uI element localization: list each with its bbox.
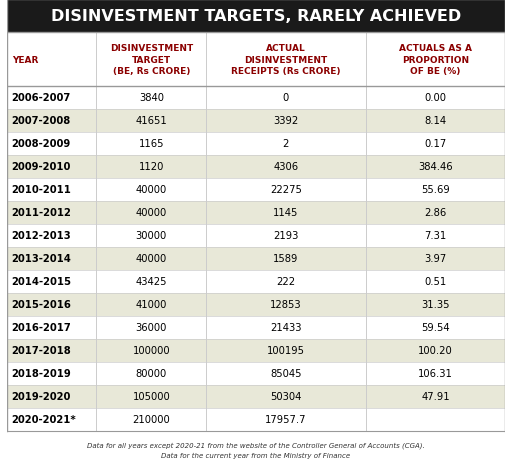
Text: 3392: 3392 <box>273 116 298 126</box>
Text: 1120: 1120 <box>139 162 164 172</box>
Text: 1145: 1145 <box>273 208 298 218</box>
Text: 7.31: 7.31 <box>424 231 446 241</box>
Text: 2012-2013: 2012-2013 <box>12 231 71 241</box>
FancyBboxPatch shape <box>7 110 505 132</box>
Text: 2019-2020: 2019-2020 <box>12 391 71 401</box>
Text: 106.31: 106.31 <box>418 368 453 378</box>
FancyBboxPatch shape <box>7 316 505 339</box>
Text: ACTUAL
DISINVESTMENT
RECEIPTS (Rs CRORE): ACTUAL DISINVESTMENT RECEIPTS (Rs CRORE) <box>231 44 340 75</box>
Text: 3.97: 3.97 <box>424 254 446 263</box>
Text: 2010-2011: 2010-2011 <box>12 185 72 195</box>
Text: 12853: 12853 <box>270 300 302 309</box>
Text: 210000: 210000 <box>133 414 170 424</box>
Text: 222: 222 <box>276 276 295 287</box>
Text: 100195: 100195 <box>267 345 305 355</box>
Text: 2007-2008: 2007-2008 <box>12 116 71 126</box>
Text: 41651: 41651 <box>136 116 167 126</box>
Text: Data for all years except 2020-21 from the website of the Controller General of : Data for all years except 2020-21 from t… <box>87 441 425 448</box>
FancyBboxPatch shape <box>7 87 505 110</box>
Text: 4306: 4306 <box>273 162 298 172</box>
Text: 1589: 1589 <box>273 254 298 263</box>
Text: Data for the current year from the Ministry of Finance: Data for the current year from the Minis… <box>161 451 351 458</box>
FancyBboxPatch shape <box>7 33 505 87</box>
Text: 2193: 2193 <box>273 231 298 241</box>
FancyBboxPatch shape <box>7 201 505 224</box>
FancyBboxPatch shape <box>7 362 505 385</box>
Text: 3840: 3840 <box>139 93 164 103</box>
FancyBboxPatch shape <box>7 224 505 247</box>
Text: 31.35: 31.35 <box>421 300 450 309</box>
FancyBboxPatch shape <box>7 293 505 316</box>
Text: 40000: 40000 <box>136 254 167 263</box>
Text: 80000: 80000 <box>136 368 167 378</box>
Text: DISINVESTMENT
TARGET
(BE, Rs CRORE): DISINVESTMENT TARGET (BE, Rs CRORE) <box>110 44 193 75</box>
Text: 2020-2021*: 2020-2021* <box>12 414 76 424</box>
Text: 2009-2010: 2009-2010 <box>12 162 71 172</box>
FancyBboxPatch shape <box>7 0 505 33</box>
Text: 43425: 43425 <box>136 276 167 287</box>
Text: 100000: 100000 <box>133 345 170 355</box>
Text: 8.14: 8.14 <box>424 116 446 126</box>
Text: 22275: 22275 <box>270 185 302 195</box>
Text: 41000: 41000 <box>136 300 167 309</box>
FancyBboxPatch shape <box>7 156 505 178</box>
Text: 2008-2009: 2008-2009 <box>12 139 71 149</box>
Text: 47.91: 47.91 <box>421 391 450 401</box>
FancyBboxPatch shape <box>7 178 505 201</box>
Text: 2016-2017: 2016-2017 <box>12 322 72 332</box>
Text: 0.17: 0.17 <box>424 139 446 149</box>
Text: 40000: 40000 <box>136 185 167 195</box>
Text: 2011-2012: 2011-2012 <box>12 208 72 218</box>
Text: YEAR: YEAR <box>12 56 38 64</box>
Text: 40000: 40000 <box>136 208 167 218</box>
Text: 2.86: 2.86 <box>424 208 446 218</box>
Text: 2018-2019: 2018-2019 <box>12 368 72 378</box>
Text: 2006-2007: 2006-2007 <box>12 93 71 103</box>
Text: 21433: 21433 <box>270 322 302 332</box>
Text: 36000: 36000 <box>136 322 167 332</box>
Text: 100.20: 100.20 <box>418 345 453 355</box>
Text: 0.51: 0.51 <box>424 276 446 287</box>
FancyBboxPatch shape <box>7 385 505 407</box>
Text: 0: 0 <box>283 93 289 103</box>
FancyBboxPatch shape <box>7 339 505 362</box>
Text: 2: 2 <box>283 139 289 149</box>
Text: 55.69: 55.69 <box>421 185 450 195</box>
Text: 1165: 1165 <box>139 139 164 149</box>
Text: 30000: 30000 <box>136 231 167 241</box>
Text: 85045: 85045 <box>270 368 302 378</box>
FancyBboxPatch shape <box>7 247 505 270</box>
Text: 105000: 105000 <box>133 391 170 401</box>
Text: ACTUALS AS A
PROPORTION
OF BE (%): ACTUALS AS A PROPORTION OF BE (%) <box>399 44 472 75</box>
FancyBboxPatch shape <box>7 132 505 156</box>
Text: 2015-2016: 2015-2016 <box>12 300 72 309</box>
Text: 2013-2014: 2013-2014 <box>12 254 72 263</box>
FancyBboxPatch shape <box>7 407 505 431</box>
Text: 2017-2018: 2017-2018 <box>12 345 72 355</box>
FancyBboxPatch shape <box>7 270 505 293</box>
Text: 384.46: 384.46 <box>418 162 453 172</box>
Text: DISINVESTMENT TARGETS, RARELY ACHIEVED: DISINVESTMENT TARGETS, RARELY ACHIEVED <box>51 9 461 24</box>
Text: 17957.7: 17957.7 <box>265 414 307 424</box>
Text: 0.00: 0.00 <box>424 93 446 103</box>
Text: 50304: 50304 <box>270 391 302 401</box>
Text: 2014-2015: 2014-2015 <box>12 276 72 287</box>
Text: 59.54: 59.54 <box>421 322 450 332</box>
